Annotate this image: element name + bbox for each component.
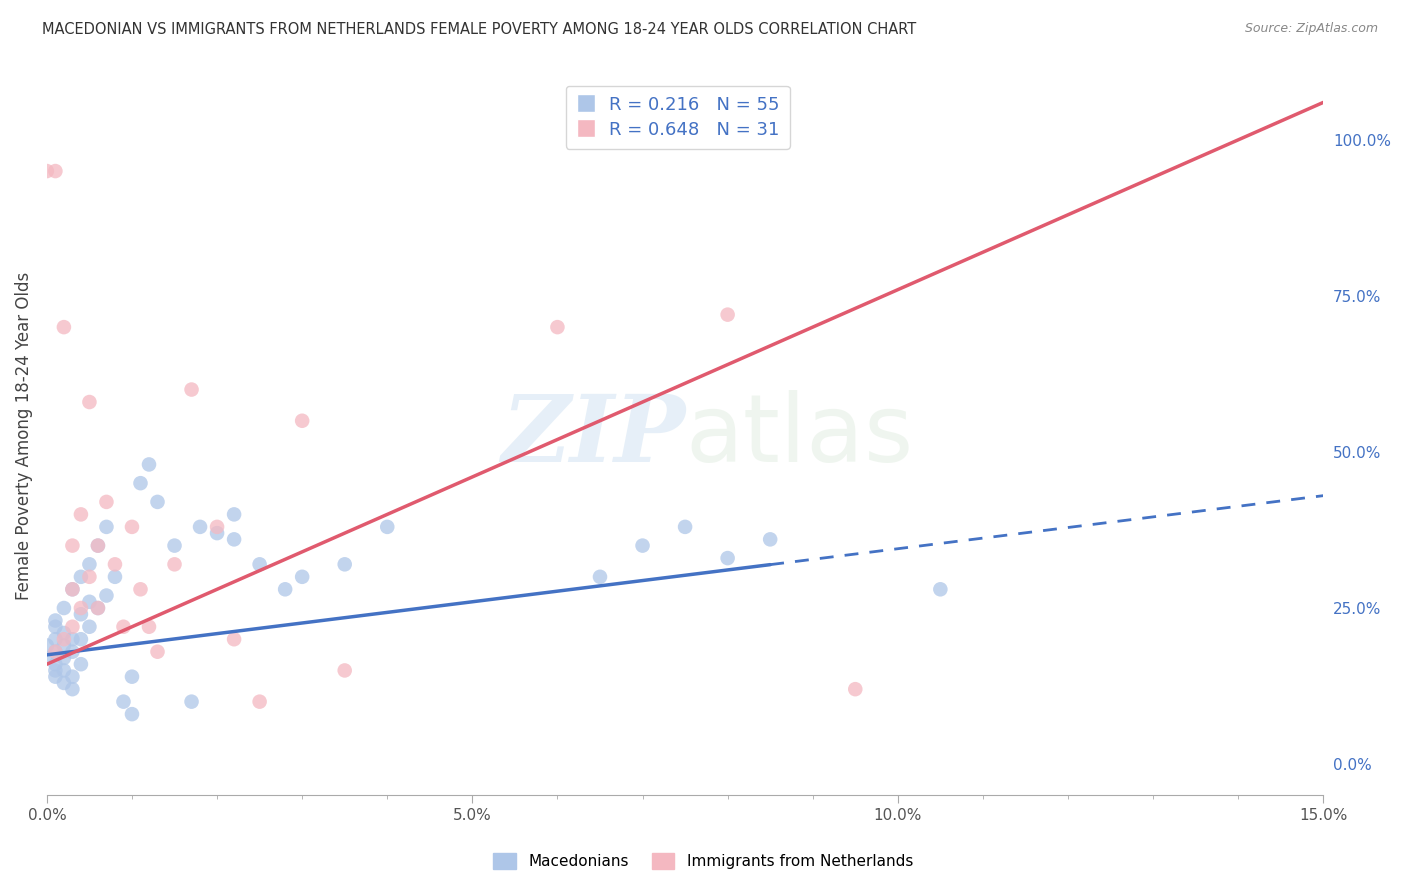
Point <box>70 570 93 584</box>
Point <box>35 164 58 178</box>
Point <box>62 645 84 659</box>
Point <box>222 632 245 647</box>
Point <box>44 614 66 628</box>
Point <box>163 539 186 553</box>
Point <box>673 520 696 534</box>
Point <box>62 682 84 697</box>
Point <box>35 651 58 665</box>
Point <box>62 582 84 597</box>
Y-axis label: Female Poverty Among 18-24 Year Olds: Female Poverty Among 18-24 Year Olds <box>15 272 32 600</box>
Point <box>79 570 101 584</box>
Point <box>44 657 66 672</box>
Legend: R = 0.216   N = 55, R = 0.648   N = 31: R = 0.216 N = 55, R = 0.648 N = 31 <box>565 86 790 149</box>
Point <box>129 476 152 491</box>
Point <box>52 676 75 690</box>
Point <box>79 620 101 634</box>
Point <box>180 383 202 397</box>
Point <box>52 626 75 640</box>
Point <box>44 664 66 678</box>
Point <box>138 458 160 472</box>
Point <box>79 595 101 609</box>
Point <box>333 664 356 678</box>
Text: ZIP: ZIP <box>501 392 685 482</box>
Point <box>717 308 740 322</box>
Point <box>205 526 228 541</box>
Point <box>104 570 127 584</box>
Point <box>333 558 356 572</box>
Point <box>44 632 66 647</box>
Point <box>104 558 127 572</box>
Point <box>146 495 169 509</box>
Text: Source: ZipAtlas.com: Source: ZipAtlas.com <box>1244 22 1378 36</box>
Point <box>291 414 314 428</box>
Point <box>87 601 110 615</box>
Point <box>589 570 612 584</box>
Text: MACEDONIAN VS IMMIGRANTS FROM NETHERLANDS FEMALE POVERTY AMONG 18-24 YEAR OLDS C: MACEDONIAN VS IMMIGRANTS FROM NETHERLAND… <box>42 22 917 37</box>
Point <box>52 664 75 678</box>
Point <box>79 558 101 572</box>
Point <box>62 632 84 647</box>
Point <box>62 620 84 634</box>
Point <box>70 601 93 615</box>
Point <box>62 670 84 684</box>
Point <box>96 589 118 603</box>
Point <box>121 670 143 684</box>
Point <box>35 639 58 653</box>
Point <box>222 533 245 547</box>
Point <box>87 539 110 553</box>
Point <box>631 539 654 553</box>
Point <box>87 539 110 553</box>
Point <box>249 558 271 572</box>
Point <box>205 520 228 534</box>
Point <box>121 707 143 722</box>
Point <box>844 682 866 697</box>
Point <box>96 520 118 534</box>
Point <box>188 520 211 534</box>
Point <box>87 601 110 615</box>
Point <box>52 601 75 615</box>
Point <box>52 632 75 647</box>
Point <box>52 639 75 653</box>
Point <box>274 582 297 597</box>
Point <box>249 695 271 709</box>
Legend: Macedonians, Immigrants from Netherlands: Macedonians, Immigrants from Netherlands <box>486 847 920 875</box>
Point <box>759 533 782 547</box>
Point <box>138 620 160 634</box>
Point <box>44 645 66 659</box>
Point <box>79 395 101 409</box>
Point <box>180 695 202 709</box>
Point <box>62 582 84 597</box>
Point <box>96 495 118 509</box>
Point <box>112 695 135 709</box>
Point <box>375 520 398 534</box>
Point <box>717 551 740 566</box>
Point <box>44 164 66 178</box>
Point <box>129 582 152 597</box>
Point <box>44 670 66 684</box>
Point <box>163 558 186 572</box>
Point <box>70 607 93 622</box>
Point <box>70 657 93 672</box>
Point <box>146 645 169 659</box>
Point <box>929 582 952 597</box>
Point <box>70 508 93 522</box>
Point <box>222 508 245 522</box>
Point <box>52 320 75 334</box>
Point <box>291 570 314 584</box>
Point <box>44 645 66 659</box>
Point <box>70 632 93 647</box>
Point <box>44 620 66 634</box>
Text: atlas: atlas <box>685 391 914 483</box>
Point <box>62 539 84 553</box>
Point <box>546 320 568 334</box>
Point <box>52 651 75 665</box>
Point <box>121 520 143 534</box>
Point <box>112 620 135 634</box>
